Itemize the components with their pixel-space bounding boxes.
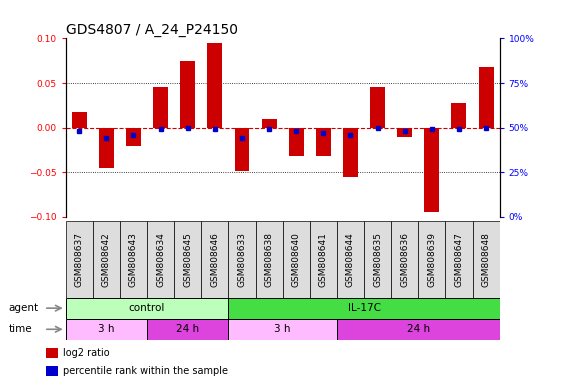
Bar: [126, 127, 141, 146]
Text: GSM808644: GSM808644: [346, 232, 355, 286]
Bar: [343, 127, 358, 177]
Text: control: control: [129, 303, 165, 313]
Text: 24 h: 24 h: [176, 324, 199, 334]
Text: GDS4807 / A_24_P24150: GDS4807 / A_24_P24150: [66, 23, 238, 37]
Bar: [46, 348, 58, 358]
Bar: [174, 221, 202, 298]
Text: GSM808637: GSM808637: [75, 232, 84, 287]
Bar: [180, 61, 195, 127]
Bar: [255, 221, 283, 298]
Bar: [120, 221, 147, 298]
Text: GSM808635: GSM808635: [373, 232, 382, 287]
Bar: [66, 319, 147, 340]
Bar: [66, 298, 228, 319]
Text: GSM808642: GSM808642: [102, 232, 111, 286]
Text: GSM808645: GSM808645: [183, 232, 192, 286]
Bar: [364, 221, 391, 298]
Bar: [147, 319, 228, 340]
Text: 24 h: 24 h: [407, 324, 430, 334]
Text: GSM808648: GSM808648: [481, 232, 490, 286]
Bar: [262, 119, 276, 127]
Bar: [397, 127, 412, 137]
Bar: [66, 221, 93, 298]
Text: GSM808638: GSM808638: [264, 232, 274, 287]
Bar: [283, 221, 309, 298]
Bar: [228, 221, 255, 298]
Bar: [309, 221, 337, 298]
Text: percentile rank within the sample: percentile rank within the sample: [63, 366, 228, 376]
Bar: [228, 298, 500, 319]
Bar: [72, 112, 87, 127]
Bar: [452, 103, 467, 127]
Bar: [147, 221, 174, 298]
Text: IL-17C: IL-17C: [348, 303, 380, 313]
Bar: [337, 319, 500, 340]
Text: GSM808647: GSM808647: [455, 232, 464, 286]
Text: GSM808636: GSM808636: [400, 232, 409, 287]
Text: GSM808639: GSM808639: [427, 232, 436, 287]
Bar: [99, 127, 114, 168]
Bar: [316, 127, 331, 156]
Bar: [478, 67, 493, 127]
Bar: [235, 127, 250, 170]
Text: GSM808634: GSM808634: [156, 232, 165, 286]
Text: GSM808646: GSM808646: [210, 232, 219, 286]
Text: 3 h: 3 h: [275, 324, 291, 334]
Text: log2 ratio: log2 ratio: [63, 348, 109, 358]
Bar: [337, 221, 364, 298]
Bar: [289, 127, 304, 156]
Text: GSM808643: GSM808643: [129, 232, 138, 286]
Bar: [93, 221, 120, 298]
Bar: [445, 221, 473, 298]
Text: agent: agent: [9, 303, 39, 313]
Bar: [228, 319, 337, 340]
Bar: [46, 366, 58, 376]
Text: time: time: [9, 324, 32, 334]
Text: GSM808641: GSM808641: [319, 232, 328, 286]
Text: GSM808640: GSM808640: [292, 232, 301, 286]
Bar: [207, 43, 222, 127]
Bar: [153, 87, 168, 127]
Bar: [424, 127, 439, 212]
Bar: [418, 221, 445, 298]
Text: GSM808633: GSM808633: [238, 232, 247, 287]
Text: 3 h: 3 h: [98, 324, 115, 334]
Bar: [391, 221, 418, 298]
Bar: [370, 87, 385, 127]
Bar: [473, 221, 500, 298]
Bar: [202, 221, 228, 298]
